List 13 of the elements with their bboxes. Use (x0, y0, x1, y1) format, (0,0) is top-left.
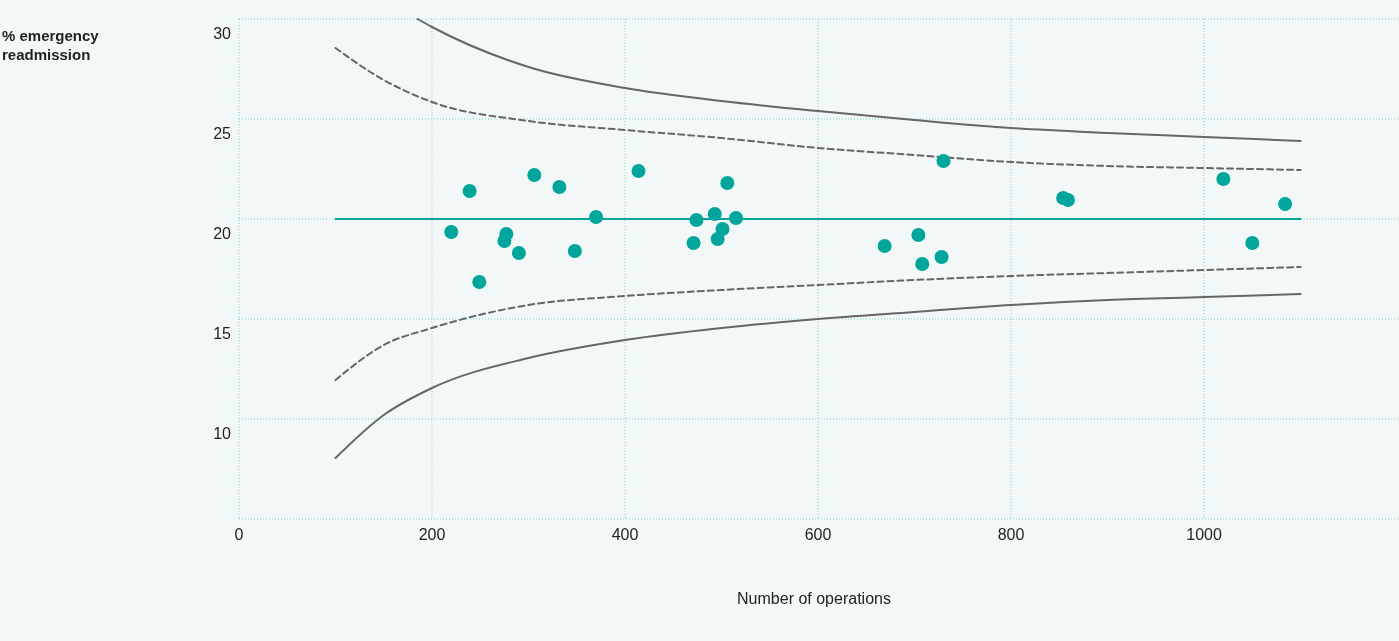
x-axis-title: Number of operations (737, 590, 891, 607)
x-tick-label: 400 (611, 526, 639, 543)
x-tick-label: 0 (234, 526, 244, 543)
y-tick-label: 25 (213, 125, 232, 142)
x-tick-label: 600 (804, 526, 832, 543)
x-tick-label: 800 (997, 526, 1025, 543)
y-tick-label: 15 (213, 325, 232, 342)
y-tick-label: 10 (213, 425, 232, 442)
x-tick-label: 200 (418, 526, 446, 543)
y-tick-label: 20 (213, 225, 232, 242)
y-tick-label: 30 (213, 25, 232, 42)
x-tick-label: 1000 (1186, 526, 1222, 543)
text: % emergency readmission (2, 27, 100, 63)
